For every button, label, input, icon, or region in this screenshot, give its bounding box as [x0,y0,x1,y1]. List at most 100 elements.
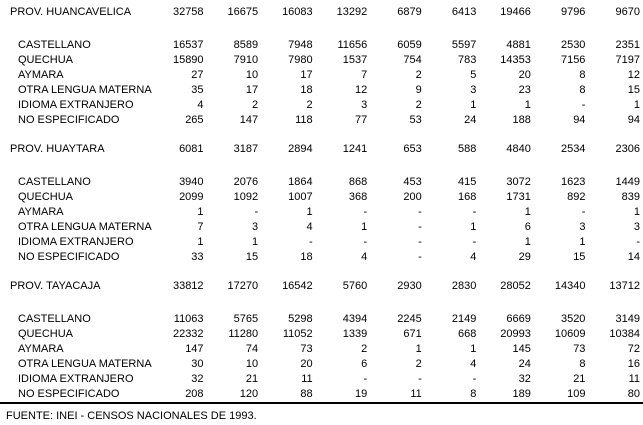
province-total-cell: 2306 [615,143,640,155]
value-cell: - [418,206,422,218]
province-total-cell: 2930 [397,280,422,292]
province-total-cell: 6879 [397,6,422,18]
value-cell: 9 [415,84,422,96]
language-row: OTRA LENGUA MATERNA 35 17 18 12 9 3 23 8 15 [0,83,643,98]
value-cell: 8589 [233,39,259,51]
value-cell: 188 [512,114,531,126]
language-label: AYMARA [18,206,64,218]
value-cell: 147 [239,114,259,126]
value-cell: - [472,236,477,248]
value-cell: 73 [300,343,313,355]
value-cell: 20 [300,358,313,370]
value-cell: 1623 [560,176,586,188]
value-cell: 73 [573,343,586,355]
value-cell: 10 [245,358,259,370]
value-cell: 1449 [615,176,640,188]
value-cell: 1 [197,236,204,248]
value-cell: 7 [361,69,368,81]
value-cell: 21 [245,373,259,385]
language-label: CASTELLANO [18,176,91,188]
province-total-cell: 28052 [500,280,531,292]
value-cell: 8 [579,69,586,81]
value-cell: 265 [185,114,204,126]
value-cell: 2 [415,99,422,111]
language-row: OTRA LENGUA MATERNA 7 3 4 1 - 1 6 3 3 [0,220,643,235]
value-cell: 1537 [342,54,368,66]
language-label: QUECHUA [18,191,74,203]
province-total-cell: 5760 [342,280,368,292]
value-cell: 1 [415,343,422,355]
value-cell: - [581,99,586,111]
value-cell: 94 [573,114,586,126]
source-note: FUENTE: INEI - CENSOS NACIONALES DE 1993… [6,410,257,422]
province-total-cell: 653 [403,143,422,155]
language-label: IDIOMA EXTRANJERO [18,373,134,385]
value-cell: 892 [567,191,586,203]
value-cell: 3 [361,99,368,111]
value-cell: 20 [518,69,531,81]
value-cell: 32 [191,373,204,385]
value-cell: 2076 [233,176,259,188]
value-cell: 147 [185,343,204,355]
value-cell: 11063 [173,313,204,325]
value-cell: 33 [191,251,204,263]
value-cell: 1 [524,206,531,218]
language-label: IDIOMA EXTRANJERO [18,236,134,248]
language-label: AYMARA [18,69,64,81]
value-cell: 671 [403,328,422,340]
value-cell: 15 [573,251,586,263]
value-cell: 5 [470,69,477,81]
value-cell: 5597 [451,39,477,51]
value-cell: 2530 [560,39,586,51]
value-cell: 7 [197,221,204,233]
value-cell: 19 [354,388,368,400]
value-cell: 8 [470,388,477,400]
province-total-cell: 14340 [554,280,586,292]
value-cell: 1 [470,99,477,111]
value-cell: 1864 [288,176,313,188]
value-cell: 208 [185,388,204,400]
value-cell: 1 [251,236,259,248]
value-cell: 88 [300,388,313,400]
value-cell: 168 [457,191,477,203]
value-cell: 1 [306,206,313,218]
value-cell: 6669 [506,313,531,325]
value-cell: 1339 [342,328,368,340]
value-cell: 1 [470,221,477,233]
province-title-row: PROV. TAYACAJA 33812 17270 16542 5760 2930 283… [0,279,643,294]
province-total-cell: 588 [457,143,477,155]
value-cell: 4394 [342,313,368,325]
value-cell: 21 [573,373,586,385]
value-cell: 15890 [172,54,204,66]
value-cell: - [363,236,368,248]
value-cell: 1 [524,99,531,111]
value-cell: 754 [403,54,422,66]
value-cell: 32 [518,373,531,385]
value-cell: 3 [579,221,586,233]
value-cell: 2099 [179,191,204,203]
value-cell: - [308,236,313,248]
language-label: IDIOMA EXTRANJERO [18,99,134,111]
value-cell: 80 [627,388,640,400]
value-cell: 2245 [397,313,422,325]
spacer [0,294,643,312]
value-cell: 29 [518,251,531,263]
language-label: CASTELLANO [18,313,91,325]
province-total-cell: 16542 [282,280,313,292]
spacer [0,20,643,38]
value-cell: - [581,206,586,218]
value-cell: 30 [191,358,204,370]
value-cell: 7197 [615,54,640,66]
value-cell: 109 [567,388,586,400]
value-cell: 23 [518,84,531,96]
value-cell: 2149 [451,313,477,325]
province-title: PROV. HUAYTARA [10,143,105,155]
value-cell: 17 [245,84,259,96]
value-cell: 4 [197,99,204,111]
value-cell: 118 [295,114,313,126]
language-label: NO ESPECIFICADO [18,388,120,400]
province-title-row: PROV. HUAYTARA 6081 3187 2894 1241 653 588 4840… [0,142,643,157]
value-cell: - [254,206,259,218]
value-cell: 74 [245,343,259,355]
value-cell: 1 [633,99,640,111]
